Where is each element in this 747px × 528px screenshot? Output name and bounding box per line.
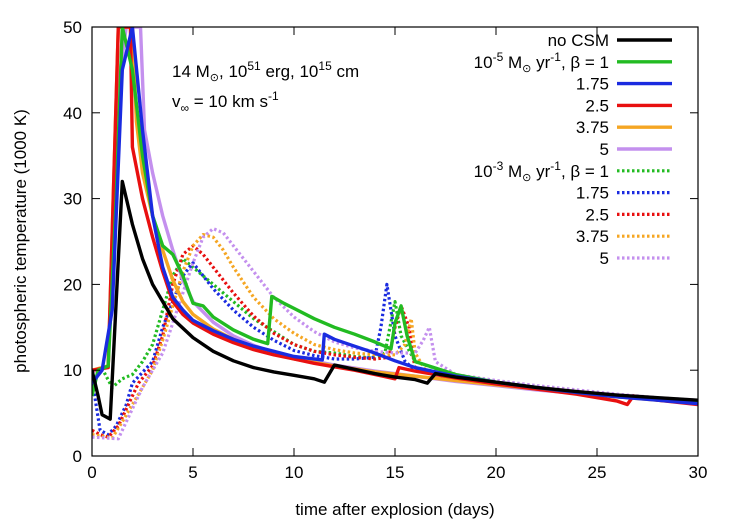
x-tick-label: 20 [487,463,506,482]
y-tick-label: 40 [63,104,82,123]
x-tick-label: 10 [285,463,304,482]
legend-group-header: 10-3 M⊙ yr-1, β = 1 [474,159,609,184]
annotation-wind-velocity: v∞ = 10 km s-1 [172,89,279,115]
series-line-0 [92,179,698,421]
ticks-layer: 0 5 10 15 20 25 30 0 10 20 30 40 50 [63,18,707,482]
series-layer [92,27,698,441]
legend-label: 3.75 [576,118,609,137]
legend-label: 3.75 [576,227,609,246]
y-tick-label: 10 [63,361,82,380]
series-line-8 [92,244,698,439]
y-tick-label: 0 [73,447,82,466]
x-tick-label: 25 [588,463,607,482]
legend-label: 1.75 [576,75,609,94]
y-tick-label: 20 [63,275,82,294]
x-tick-label: 30 [689,463,708,482]
legend-label: 1.75 [576,184,609,203]
legend-label: 5 [600,140,609,159]
y-tick-label: 30 [63,190,82,209]
legend-label: 2.5 [585,205,609,224]
annotation-mass-energy-radius: 14 M⊙, 1051 erg, 1015 cm [172,59,359,84]
x-axis-label: time after explosion (days) [295,500,494,519]
x-tick-label: 0 [87,463,96,482]
x-tick-label: 5 [188,463,197,482]
series-line-7 [92,261,698,437]
legend-label: 2.5 [585,96,609,115]
legend-label: 5 [600,249,609,268]
y-axis-label: photospheric temperature (1000 K) [11,109,30,373]
legend-group-header: 10-5 M⊙ yr-1, β = 1 [474,50,609,75]
x-tick-label: 15 [386,463,405,482]
legend-label: no CSM [548,31,609,50]
y-tick-label: 50 [63,18,82,37]
